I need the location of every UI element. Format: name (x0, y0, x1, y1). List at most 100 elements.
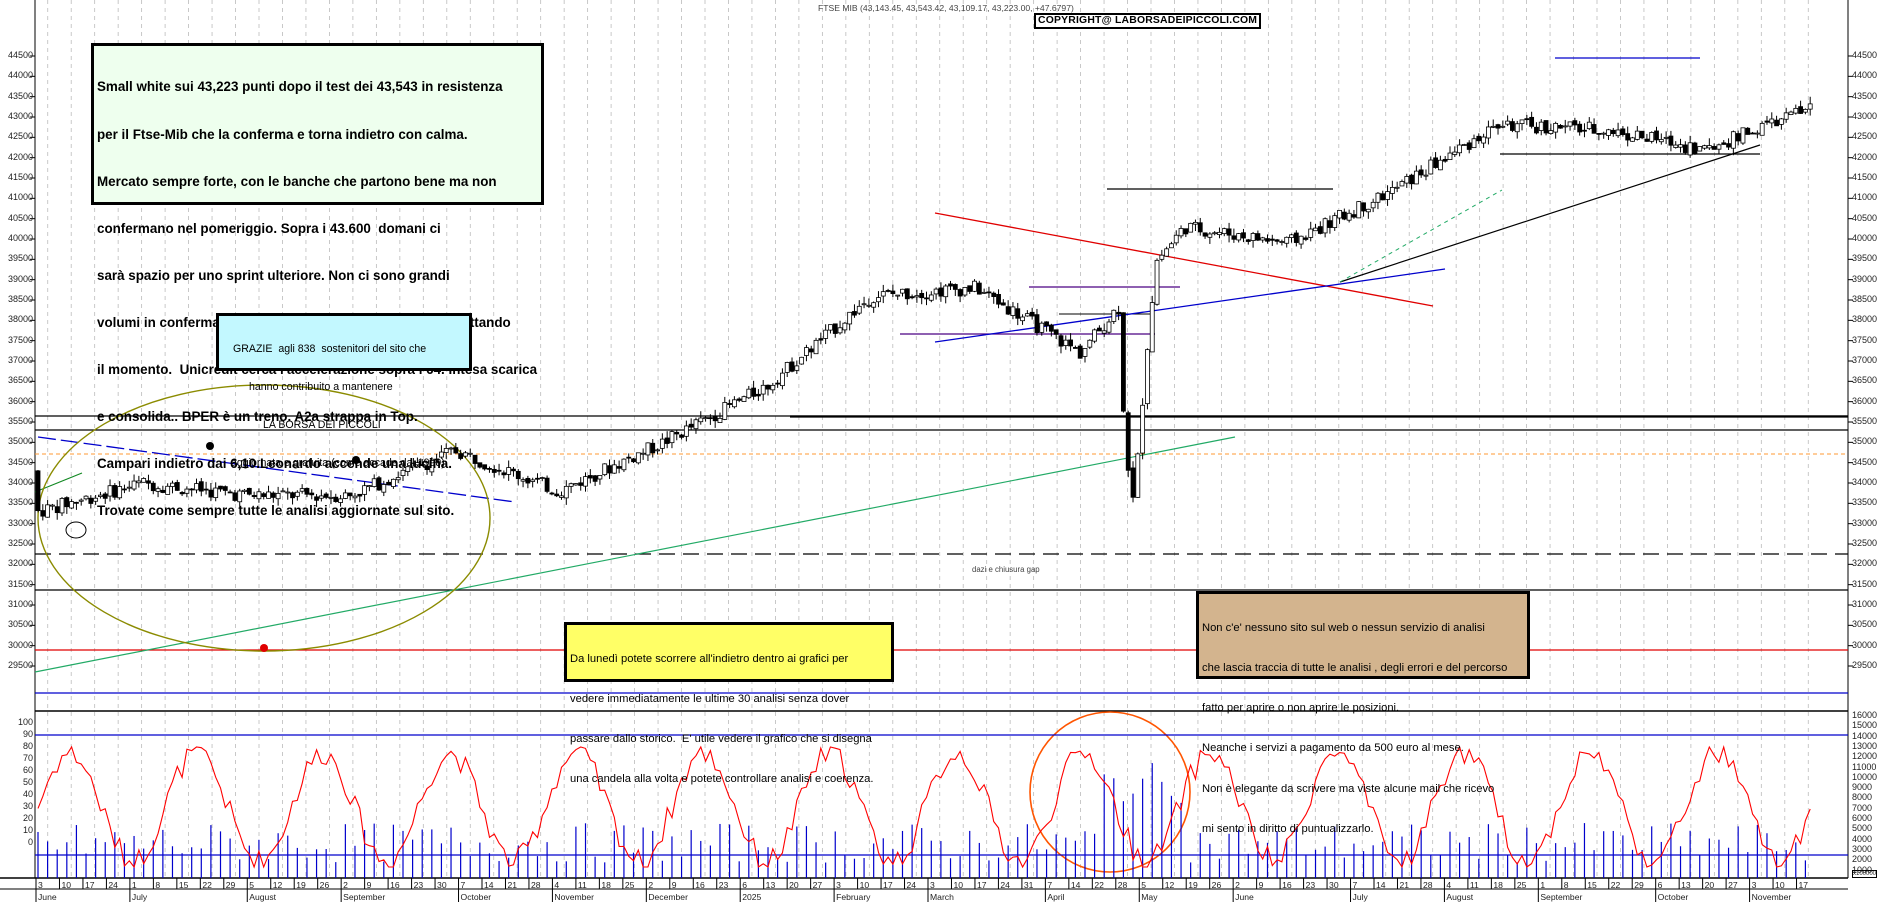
price-tick: 39000 (1852, 273, 1878, 284)
price-tick: 43000 (1852, 111, 1878, 121)
month-label: October (1657, 892, 1689, 902)
price-tick: 36000 (7, 395, 33, 406)
date-tick: 3 (930, 880, 935, 890)
price-tick: 32500 (7, 538, 33, 548)
date-tick: 19 (296, 880, 306, 890)
date-tick: 7 (460, 880, 466, 890)
month-label: November (1751, 892, 1792, 902)
price-tick: 40500 (1852, 212, 1878, 223)
date-tick: 17 (1798, 880, 1809, 890)
price-tick: 40000 (1852, 233, 1878, 243)
price-tick: 33500 (1852, 497, 1878, 508)
comment-line: e consolida.. BPER è un treno. A2a strap… (97, 409, 418, 425)
month-label: 2025 (742, 892, 762, 902)
date-tick: 22 (1094, 880, 1104, 890)
date-tick: 21 (1399, 880, 1410, 890)
date-tick: 7 (1352, 880, 1358, 890)
date-tick: 22 (202, 880, 212, 890)
date-tick: 11 (577, 880, 587, 890)
osc-tick: 80 (22, 741, 33, 751)
date-tick: 20 (1704, 880, 1715, 890)
volume-tick: 11000 (1852, 761, 1877, 772)
oscillator-line (37, 744, 1811, 869)
date-tick: 9 (1258, 880, 1264, 890)
volume-tick: 16000 (1852, 710, 1878, 720)
date-tick: 2 (648, 880, 654, 890)
notice-line: una candela alla volta e potete controll… (570, 773, 874, 786)
comment-line: Trovate come sempre tutte le analisi agg… (97, 503, 455, 519)
price-tick: 42000 (7, 151, 33, 162)
price-tick: 43500 (7, 90, 33, 101)
price-tick: 35500 (1852, 416, 1878, 426)
month-label: July (1352, 892, 1368, 902)
date-tick: 29 (1634, 880, 1644, 890)
date-tick: 15 (178, 880, 189, 890)
date-tick: 9 (671, 880, 677, 890)
date-tick: 11 (1469, 880, 1479, 890)
osc-tick: 20 (22, 813, 33, 823)
date-tick: 12 (1164, 880, 1175, 890)
date-tick: 27 (812, 880, 823, 890)
date-tick: 10 (953, 880, 964, 890)
price-tick: 42500 (1852, 131, 1878, 142)
date-tick: 18 (601, 880, 611, 890)
month-label: December (648, 892, 688, 902)
gap-annotation: dazi e chiusura gap (972, 565, 1040, 574)
date-tick: 28 (1117, 880, 1128, 890)
price-tick: 42500 (7, 131, 33, 142)
osc-tick: 100 (17, 717, 33, 727)
disclaimer-line: mi sento in diritto di puntualizzarlo. (1202, 822, 1374, 835)
date-tick: 30 (437, 880, 447, 890)
price-tick: 30500 (7, 619, 33, 630)
analysis-comment-box: Small white sui 43,223 punti dopo il tes… (91, 43, 544, 518)
month-label: October (460, 892, 492, 902)
date-tick: 30 (1329, 880, 1339, 890)
osc-tick: 0 (27, 837, 33, 847)
price-tick: 43500 (1852, 90, 1878, 101)
osc-tick: 70 (22, 753, 33, 763)
volume-tick: 10000 (1852, 771, 1878, 782)
date-tick: 16 (695, 880, 705, 890)
price-tick: 39000 (7, 273, 33, 284)
price-tick: 30000 (1852, 639, 1878, 650)
price-tick: 36000 (1852, 395, 1878, 406)
price-tick: 35000 (7, 436, 33, 447)
date-tick: 28 (1422, 880, 1433, 890)
price-tick: 44000 (7, 70, 33, 81)
date-tick: 27 (1728, 880, 1738, 890)
price-tick: 33000 (7, 517, 33, 528)
disclaimer-line: Non è elegante da scrivere ma viste alcu… (1202, 782, 1495, 795)
date-tick: 23 (1305, 880, 1316, 890)
price-tick: 34000 (7, 477, 33, 487)
price-tick: 29500 (7, 660, 33, 670)
date-tick: 14 (1376, 880, 1386, 890)
date-tick: 17 (84, 880, 95, 890)
price-tick: 37000 (7, 355, 33, 365)
volume-tick: 7000 (1852, 802, 1873, 813)
month-label: June (1235, 892, 1254, 902)
price-tick: 29500 (1852, 660, 1878, 670)
osc-tick: 50 (22, 777, 33, 787)
date-tick: 3 (836, 880, 841, 890)
date-tick: 26 (319, 880, 330, 890)
date-tick: 6 (1657, 880, 1663, 890)
volume-tick: 1000 (1852, 864, 1873, 875)
price-tick: 32000 (1852, 558, 1878, 569)
disclaimer-box: Non c'e' nessuno sito sul web o nessun s… (1196, 591, 1530, 835)
price-tick: 31000 (1852, 599, 1878, 609)
month-label: February (836, 892, 871, 902)
thanks-line: hanno contribuito a mantenere (249, 380, 393, 393)
price-tick: 42000 (1852, 151, 1878, 162)
osc-tick: 60 (22, 765, 33, 775)
disclaimer-line: che lascia traccia di tutte le analisi ,… (1202, 662, 1508, 675)
date-tick: 26 (1211, 880, 1222, 890)
thanks-line: GRAZIE agli 838 sostenitori del sito che (233, 343, 427, 356)
date-tick: 4 (554, 880, 560, 890)
price-tick: 38000 (1852, 314, 1878, 325)
price-tick: 40500 (7, 212, 33, 223)
date-tick: 20 (789, 880, 799, 890)
price-tick: 34000 (1852, 477, 1878, 487)
month-label: November (554, 892, 595, 902)
price-tick: 35000 (1852, 436, 1878, 447)
price-tick: 32000 (7, 558, 33, 569)
